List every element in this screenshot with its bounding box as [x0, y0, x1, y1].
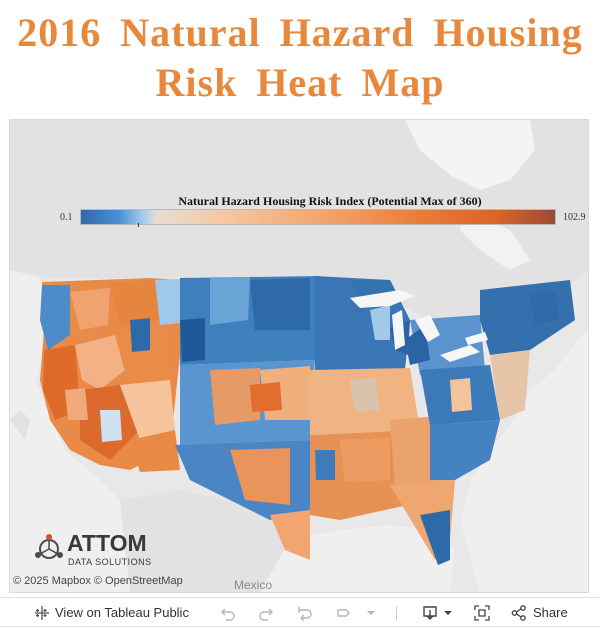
- attom-logo-icon: [35, 534, 63, 559]
- logo-subtitle: DATA SOLUTIONS: [68, 557, 152, 567]
- revert-icon[interactable]: [297, 605, 313, 621]
- view-on-tableau-public-link[interactable]: View on Tableau Public: [55, 605, 189, 620]
- tableau-icon: [35, 606, 49, 620]
- title-line-2: Risk Heat Map: [155, 60, 445, 105]
- us-heat-map: [40, 276, 575, 565]
- attom-logo: ATTOM DATA SOLUTIONS: [32, 530, 182, 570]
- download-icon[interactable]: [422, 605, 438, 621]
- redo-icon[interactable]: [258, 605, 274, 621]
- fullscreen-icon[interactable]: [474, 605, 490, 621]
- share-button[interactable]: Share: [533, 605, 568, 620]
- legend-min-value: 0.1: [60, 212, 73, 223]
- share-icon[interactable]: [511, 605, 527, 621]
- country-label-mexico: Mexico: [234, 578, 273, 592]
- toolbar-divider: [396, 606, 397, 620]
- pause-updates-icon[interactable]: [335, 605, 351, 621]
- basemap: [10, 120, 588, 592]
- legend-max-value: 102.9: [563, 212, 586, 223]
- chevron-down-icon[interactable]: [363, 605, 379, 621]
- legend-color-bar: [80, 209, 556, 225]
- legend-title: Natural Hazard Housing Risk Index (Poten…: [178, 194, 482, 208]
- map-attribution[interactable]: © 2025 Mapbox © OpenStreetMap: [13, 575, 183, 587]
- title-line-1: 2016 Natural Hazard Housing: [17, 10, 583, 55]
- undo-icon[interactable]: [220, 605, 236, 621]
- page-title: 2016 Natural Hazard Housing Risk Heat Ma…: [0, 8, 600, 108]
- legend-tick: [138, 223, 139, 227]
- download-chevron-icon[interactable]: [440, 605, 456, 621]
- map-view[interactable]: Natural Hazard Housing Risk Index (Poten…: [9, 119, 589, 593]
- logo-name: ATTOM: [67, 530, 147, 556]
- tableau-toolbar: View on Tableau Public Share: [0, 597, 600, 628]
